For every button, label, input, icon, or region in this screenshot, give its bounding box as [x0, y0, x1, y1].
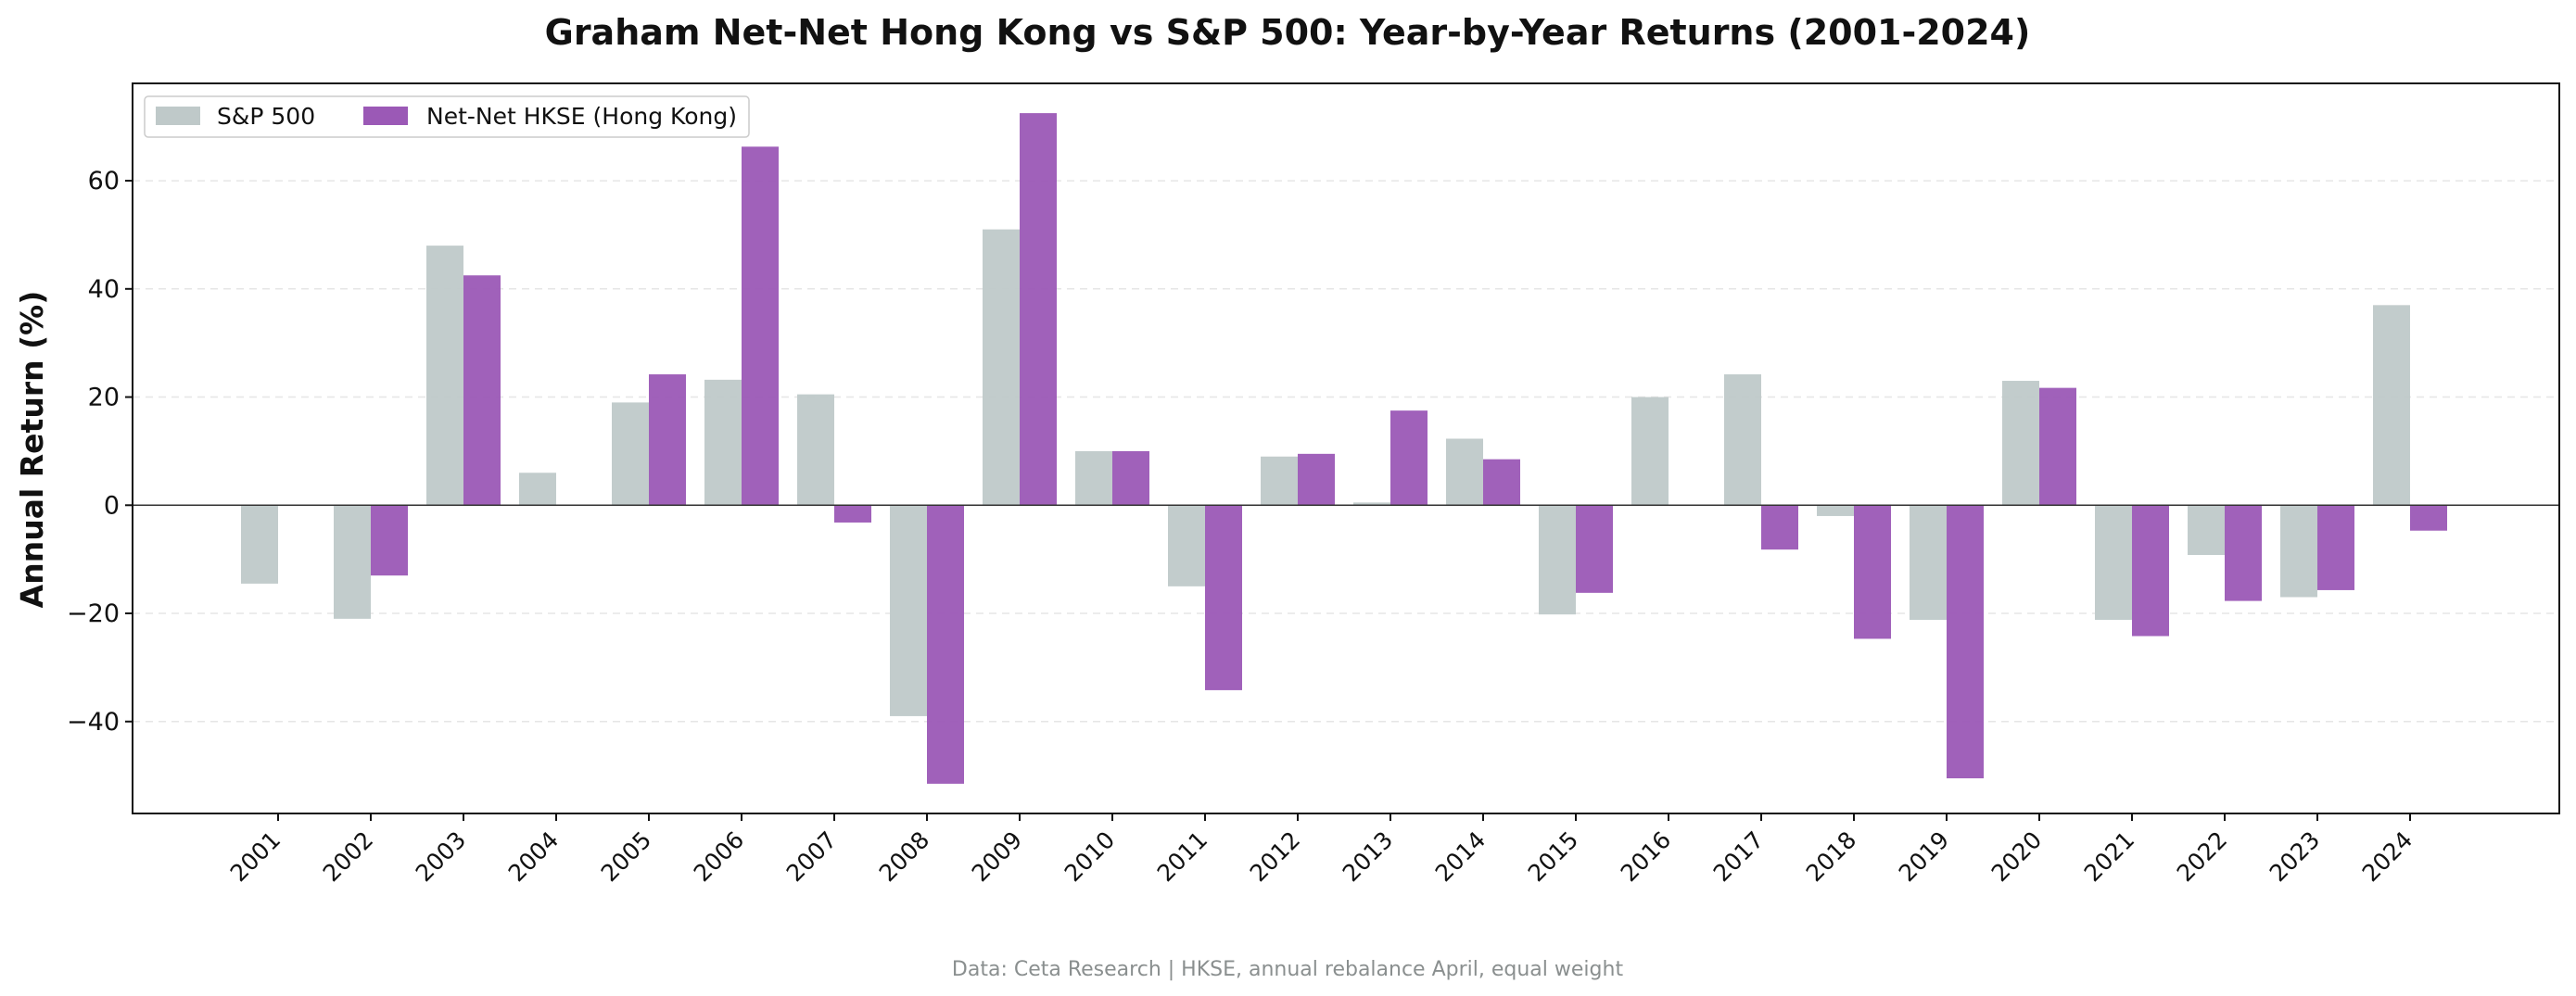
x-tick-label: 2008 [874, 826, 934, 887]
x-tick-label: 2010 [1060, 826, 1120, 887]
legend-swatch-netnet [363, 107, 408, 125]
bar-sp500-2024 [2373, 305, 2410, 506]
x-tick-label: 2012 [1245, 826, 1305, 887]
bar-sp500-2022 [2188, 505, 2225, 555]
x-tick-label: 2006 [689, 826, 749, 887]
legend-label-netnet: Net-Net HKSE (Hong Kong) [426, 103, 737, 130]
bar-sp500-2018 [1817, 505, 1854, 516]
bar-sp500-2008 [890, 505, 927, 716]
source-footnote: Data: Ceta Research | HKSE, annual rebal… [952, 958, 1624, 981]
bar-sp500-2015 [1539, 505, 1576, 615]
bar-sp500-2011 [1168, 505, 1205, 586]
bar-netnet-2005 [649, 374, 686, 506]
bar-netnet-2007 [834, 505, 871, 523]
bar-netnet-2013 [1390, 410, 1428, 506]
chart-title: Graham Net-Net Hong Kong vs S&P 500: Yea… [545, 12, 2031, 53]
x-tick-label: 2022 [2172, 826, 2232, 887]
bar-sp500-2019 [1910, 505, 1947, 621]
x-tick-label: 2023 [2265, 826, 2325, 887]
x-tick-label: 2017 [1708, 826, 1769, 887]
bar-sp500-2023 [2280, 505, 2317, 598]
x-tick-label: 2001 [225, 826, 286, 887]
x-tick-label: 2013 [1338, 826, 1398, 887]
bar-sp500-2020 [2002, 381, 2039, 506]
x-tick-label: 2014 [1430, 826, 1491, 887]
x-tick-label: 2005 [596, 826, 656, 887]
bar-netnet-2012 [1298, 453, 1335, 506]
bar-netnet-2010 [1112, 450, 1149, 506]
x-tick-label: 2019 [1894, 826, 1954, 887]
y-tick-label: 40 [88, 275, 120, 304]
bar-netnet-2021 [2132, 505, 2169, 637]
bar-sp500-2021 [2095, 505, 2132, 621]
bar-netnet-2008 [927, 505, 964, 784]
bar-netnet-2003 [463, 275, 501, 506]
bar-netnet-2018 [1854, 505, 1891, 639]
y-tick-label: 60 [88, 167, 120, 195]
bar-netnet-2024 [2410, 505, 2447, 531]
bar-netnet-2020 [2039, 387, 2076, 506]
bar-sp500-2017 [1724, 374, 1761, 506]
bar-sp500-2003 [426, 246, 463, 506]
bar-sp500-2002 [334, 505, 371, 619]
legend-label-sp500: S&P 500 [217, 103, 315, 130]
bar-sp500-2016 [1631, 397, 1669, 506]
legend-frame [144, 95, 750, 138]
x-tick-label: 2024 [2357, 826, 2417, 887]
legend-swatch-sp500 [156, 107, 200, 125]
bar-netnet-2023 [2317, 505, 2354, 590]
x-tick-label: 2015 [1523, 826, 1583, 887]
plot-frame [132, 82, 2560, 814]
bar-sp500-2010 [1075, 450, 1112, 506]
bar-netnet-2019 [1947, 505, 1984, 779]
plot-area: −40 −20 0 20 40 60 2001 2002 2003 2004 2005 2006 200… [67, 82, 2560, 887]
bar-sp500-2012 [1261, 456, 1298, 506]
bar-netnet-2006 [742, 146, 779, 506]
x-tick-label: 2018 [1801, 826, 1861, 887]
bar-netnet-2011 [1205, 505, 1242, 690]
y-tick-label: −20 [67, 599, 120, 628]
bar-sp500-2014 [1446, 438, 1483, 506]
x-tick-label: 2002 [318, 826, 378, 887]
bar-netnet-2022 [2225, 505, 2262, 601]
x-tick-label: 2009 [967, 826, 1027, 887]
bar-netnet-2002 [371, 505, 408, 576]
bar-sp500-2009 [983, 229, 1020, 506]
x-tick-label: 2007 [781, 826, 842, 887]
y-tick-label: 0 [104, 491, 120, 520]
bar-netnet-2015 [1576, 505, 1613, 593]
legend: S&P 500 Net-Net HKSE (Hong Kong) [144, 95, 750, 138]
bar-sp500-2007 [797, 394, 834, 506]
bar-netnet-2009 [1020, 113, 1057, 506]
x-tick-label: 2004 [503, 826, 564, 887]
bar-sp500-2005 [612, 402, 649, 506]
bar-sp500-2006 [704, 379, 742, 506]
x-tick-label: 2011 [1152, 826, 1212, 887]
x-tick-label: 2021 [2079, 826, 2139, 887]
bar-sp500-2013 [1353, 502, 1390, 506]
y-tick-label: 20 [88, 384, 120, 412]
bar-sp500-2004 [519, 473, 556, 506]
y-axis-label: Annual Return (%) [14, 291, 50, 609]
y-tick-label: −40 [67, 708, 120, 737]
x-tick-label: 2020 [1986, 826, 2047, 887]
x-tick-label: 2016 [1616, 826, 1676, 887]
bar-netnet-2014 [1483, 459, 1520, 506]
bar-sp500-2001 [241, 505, 278, 584]
x-tick-label: 2003 [411, 826, 471, 887]
bar-netnet-2017 [1761, 505, 1798, 550]
